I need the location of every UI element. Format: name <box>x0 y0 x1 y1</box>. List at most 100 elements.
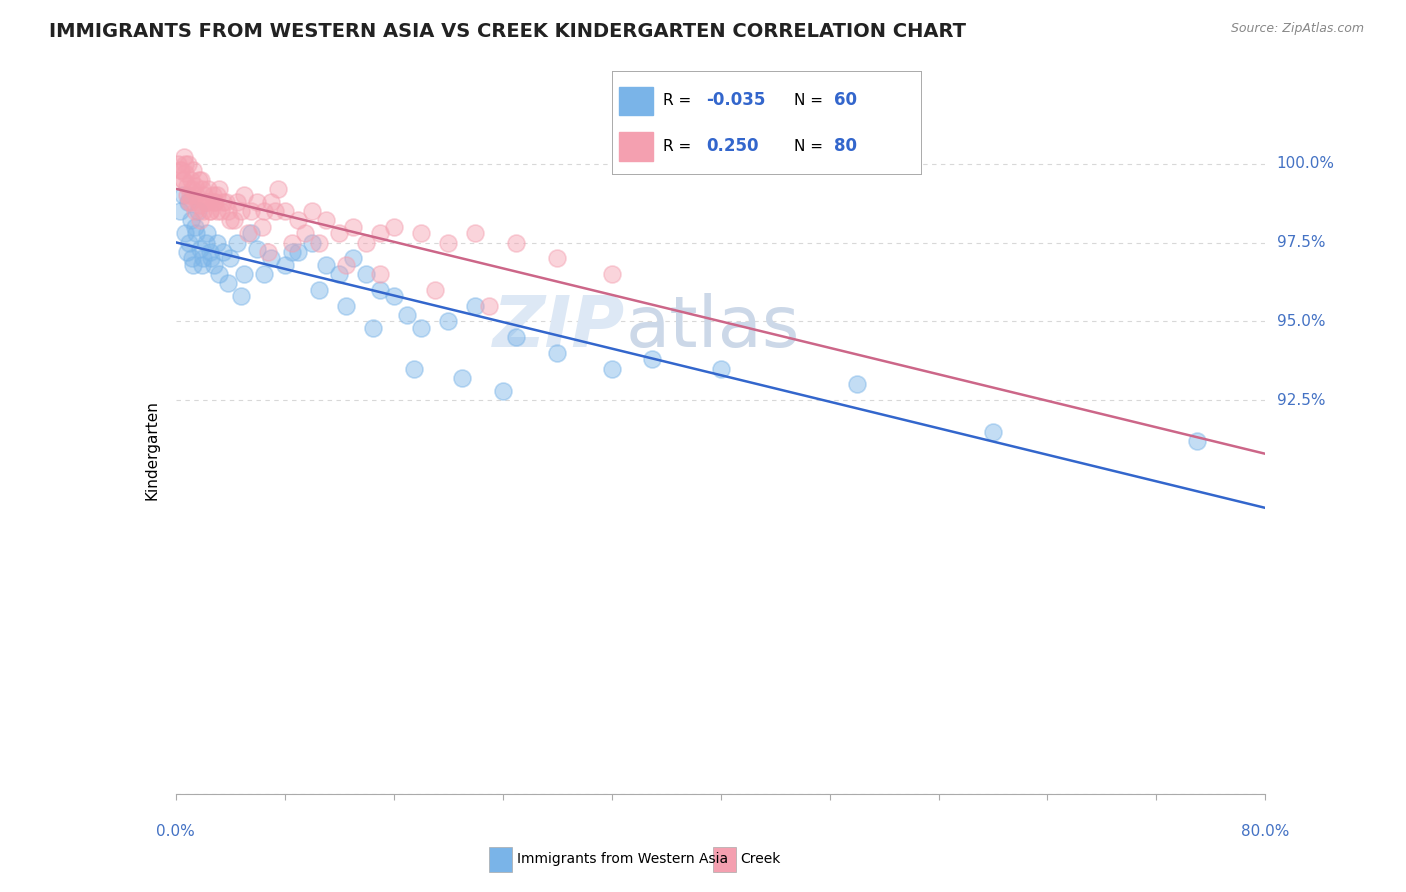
Point <box>190 172 212 186</box>
Point <box>232 267 254 281</box>
Point <box>174 166 197 180</box>
Point <box>274 258 297 272</box>
Point <box>181 182 204 196</box>
Point <box>450 371 472 385</box>
Point <box>301 235 323 250</box>
Point <box>184 219 207 234</box>
Point <box>250 219 273 234</box>
Point <box>208 267 231 281</box>
Text: R =: R = <box>662 139 690 153</box>
Point <box>226 194 249 209</box>
Point <box>356 235 378 250</box>
Text: 92.5%: 92.5% <box>1277 392 1324 408</box>
Point <box>172 188 194 202</box>
Point <box>546 346 568 360</box>
Point <box>505 330 527 344</box>
Point <box>437 314 460 328</box>
Point <box>209 204 232 219</box>
Point <box>260 252 283 266</box>
Point <box>191 204 214 219</box>
Point <box>194 194 217 209</box>
Point <box>197 182 219 196</box>
Point <box>205 204 228 219</box>
Point <box>226 235 249 250</box>
Point <box>368 283 391 297</box>
Point <box>173 157 195 171</box>
Point <box>188 197 211 211</box>
Point <box>183 258 205 272</box>
Point <box>464 226 486 240</box>
Point <box>260 194 283 209</box>
Point <box>172 172 194 186</box>
Point <box>492 384 515 398</box>
Point <box>231 204 253 219</box>
Point <box>505 235 527 250</box>
Point <box>215 194 238 209</box>
Bar <box>489 847 512 871</box>
Point <box>180 172 202 186</box>
Point <box>253 204 276 219</box>
Point <box>181 252 204 266</box>
Point <box>710 361 733 376</box>
Text: 0.0%: 0.0% <box>156 824 195 839</box>
Point <box>368 267 391 281</box>
Point <box>176 188 198 202</box>
Point <box>212 244 235 259</box>
Point <box>202 258 225 272</box>
Point <box>404 361 426 376</box>
Point <box>179 194 201 209</box>
Text: 100.0%: 100.0% <box>1277 156 1334 171</box>
Point <box>239 204 262 219</box>
Point <box>207 188 229 202</box>
Point <box>253 267 276 281</box>
Text: -0.035: -0.035 <box>706 91 765 109</box>
Point <box>368 226 391 240</box>
Point <box>198 244 221 259</box>
Point <box>169 163 191 178</box>
Point <box>194 194 217 209</box>
Point <box>287 244 309 259</box>
Point <box>188 242 211 256</box>
Point <box>342 252 364 266</box>
Text: N =: N = <box>794 93 823 108</box>
Point <box>981 425 1004 439</box>
Point <box>280 235 302 250</box>
Point <box>183 163 205 178</box>
Text: atlas: atlas <box>626 293 800 362</box>
Point <box>170 163 193 178</box>
Point <box>409 226 432 240</box>
Point <box>169 204 191 219</box>
Point <box>198 204 221 219</box>
Point <box>361 320 384 334</box>
Point <box>176 244 198 259</box>
Point <box>600 267 623 281</box>
Text: 60: 60 <box>834 91 858 109</box>
Point <box>219 213 242 227</box>
Point <box>195 226 218 240</box>
Point <box>409 320 432 334</box>
Point <box>179 188 201 202</box>
Point <box>437 235 460 250</box>
Point <box>184 178 207 193</box>
Point <box>177 157 200 171</box>
Point <box>200 204 222 219</box>
Point <box>423 283 446 297</box>
Point <box>845 377 868 392</box>
Point <box>173 151 195 165</box>
Text: Immigrants from Western Asia: Immigrants from Western Asia <box>517 852 728 866</box>
Point <box>231 289 253 303</box>
Point <box>315 258 337 272</box>
Point <box>280 244 302 259</box>
Point <box>219 252 242 266</box>
Point <box>382 219 405 234</box>
Point <box>205 235 228 250</box>
Point <box>179 235 201 250</box>
Point <box>201 188 224 202</box>
Point <box>328 267 350 281</box>
Point <box>267 182 290 196</box>
Bar <box>619 132 654 161</box>
Point <box>186 194 209 209</box>
Point <box>274 204 297 219</box>
Text: 80: 80 <box>834 137 858 155</box>
Point <box>478 299 501 313</box>
